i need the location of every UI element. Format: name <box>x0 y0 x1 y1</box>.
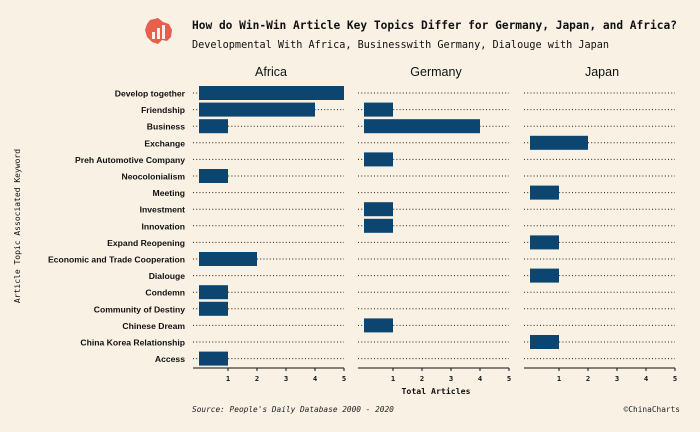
category-label: Investment <box>140 205 186 215</box>
plot-area: Develop together Friendship Business Exchan… <box>48 65 677 383</box>
category-label: Meeting <box>153 188 185 198</box>
x-tick-label: 2 <box>420 374 424 383</box>
bar <box>530 135 588 150</box>
bar <box>199 351 228 366</box>
x-tick-label: 4 <box>313 374 317 383</box>
x-tick-label: 5 <box>507 374 511 383</box>
chart-title: How do Win-Win Article Key Topics Differ… <box>192 19 677 32</box>
panel-title: Japan <box>585 65 619 79</box>
x-tick-label: 4 <box>478 374 482 383</box>
category-label: Dialouge <box>149 271 186 281</box>
source-note: Source: People's Daily Database 2000 - 2… <box>192 405 394 414</box>
category-label: Community of Destiny <box>94 304 185 314</box>
y-axis-label: Article Topic Associated Keyword <box>13 149 22 303</box>
x-tick-label: 1 <box>557 374 561 383</box>
x-tick-label: 1 <box>391 374 395 383</box>
chart-subtitle: Developmental With Africa, Businesswith … <box>192 40 609 51</box>
x-tick-label: 5 <box>673 374 677 383</box>
bar <box>364 218 393 233</box>
credit-note: ©ChinaCharts <box>624 405 680 414</box>
x-tick-label: 2 <box>586 374 590 383</box>
x-tick-label: 4 <box>644 374 648 383</box>
bar <box>364 119 480 134</box>
x-axis-label: Total Articles <box>401 386 470 396</box>
x-tick-label: 3 <box>615 374 619 383</box>
x-tick-label: 5 <box>342 374 346 383</box>
bar <box>199 86 344 100</box>
x-tick-label: 2 <box>255 374 259 383</box>
category-label: China Korea Relationship <box>80 338 185 348</box>
bar <box>364 152 393 167</box>
category-label: Economic and Trade Cooperation <box>48 255 185 265</box>
bar <box>530 268 559 283</box>
category-label: Access <box>155 354 185 364</box>
bar <box>199 102 315 117</box>
bar <box>199 285 228 300</box>
category-label: Exchange <box>144 138 185 148</box>
bar <box>364 102 393 117</box>
bar <box>364 202 393 217</box>
panel-title: Germany <box>410 65 462 79</box>
bar <box>199 252 257 266</box>
category-label: Friendship <box>141 105 185 115</box>
category-label: Business <box>147 122 185 132</box>
x-tick-label: 3 <box>284 374 288 383</box>
category-label: Expand Reopening <box>107 238 185 248</box>
bar <box>364 318 393 333</box>
category-label: Chinese Dream <box>122 321 185 331</box>
bar <box>530 335 559 349</box>
x-tick-label: 1 <box>226 374 230 383</box>
bar <box>530 235 559 250</box>
category-label: Condemn <box>145 288 185 298</box>
x-tick-label: 3 <box>449 374 453 383</box>
logo <box>145 18 172 44</box>
category-label: Preh Automotive Company <box>75 155 185 165</box>
panel-title: Africa <box>255 65 287 79</box>
category-label: Develop together <box>115 89 186 99</box>
category-label: Neocolonialism <box>121 172 185 182</box>
bar <box>530 185 559 200</box>
category-label: Innovation <box>142 221 185 231</box>
bar <box>199 119 228 134</box>
bar <box>199 301 228 316</box>
bar <box>199 169 228 183</box>
